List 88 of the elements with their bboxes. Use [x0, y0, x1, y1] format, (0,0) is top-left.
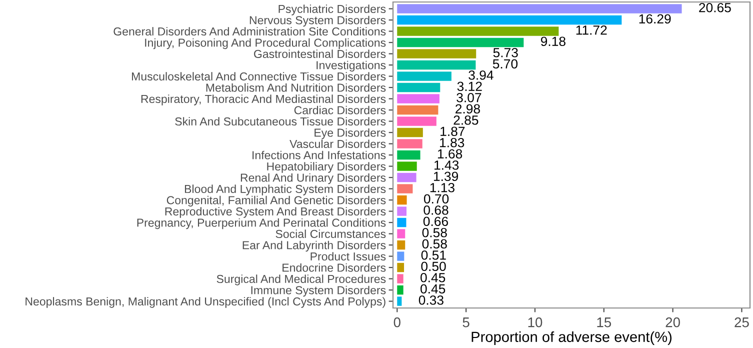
y-tick-label: Social Circumstances [276, 230, 386, 238]
data-label: 0.68 [424, 205, 448, 215]
x-axis-title: Proportion of adverse event(%) [472, 331, 672, 345]
data-label: 1.13 [430, 182, 454, 192]
bar [397, 116, 436, 126]
bar [397, 184, 413, 194]
data-label: 0.50 [421, 262, 446, 272]
y-tick-label: Nervous System Disorders [250, 16, 386, 27]
y-tick-label: Investigations [316, 60, 386, 72]
data-label: 1.83 [440, 138, 464, 148]
y-tick-label: Reproductive System And Breast Disorders [165, 207, 386, 218]
y-tick-label: Gastrointestinal Disorders [254, 50, 386, 58]
x-tick-label: 5 [462, 318, 470, 328]
data-label: 1.43 [434, 160, 459, 170]
y-tick-label: Product Issues [310, 252, 386, 261]
y-tick-label: Skin And Subcutaneous Tissue Disorders [175, 117, 386, 126]
data-label: 2.98 [456, 104, 480, 114]
y-tick-label: Eye Disorders [314, 128, 386, 140]
bar [397, 94, 440, 104]
bar [397, 296, 402, 306]
data-label: 9.18 [540, 36, 566, 46]
bar [397, 240, 406, 250]
data-label: 1.87 [440, 126, 465, 136]
y-tick-label: Injury, Poisoning And Procedural Complications [145, 38, 386, 50]
data-label: 3.07 [456, 92, 482, 102]
x-tick-label: 25 [734, 317, 749, 328]
y-tick-label: Blood And Lymphatic System Disorders [184, 184, 386, 196]
data-label: 0.45 [420, 284, 446, 294]
data-label: 0.45 [420, 272, 446, 282]
data-label: 0.33 [418, 295, 444, 305]
y-tick-label: Neoplasms Benign, Malignant And Unspecified (Incl Cysts And Polyps) [26, 297, 386, 308]
bar [397, 15, 622, 25]
bar [397, 82, 440, 92]
data-label: 0.66 [423, 216, 448, 226]
bar [397, 172, 416, 182]
bar [397, 206, 407, 216]
bar [397, 229, 406, 238]
y-tick-label: Metabolism And Nutrition Disorders [206, 83, 386, 92]
y-tick-label: Respiratory, Thoracic And Mediastinal Disorders [141, 94, 386, 106]
bar [397, 60, 476, 70]
y-tick-label: Congenital, Familial And Genetic Disorders [166, 196, 386, 207]
bar [397, 262, 404, 272]
data-label: 2.85 [454, 115, 478, 125]
bar [397, 4, 682, 14]
y-tick-label: Psychiatric Disorders [278, 4, 386, 16]
y-tick-label: Infections And Infestations [252, 150, 386, 160]
data-label: 0.70 [424, 194, 449, 204]
data-label: 11.72 [576, 25, 607, 35]
bar [397, 285, 404, 295]
y-tick-label: Ear And Labyrinth Disorders [242, 240, 386, 252]
data-label: 3.12 [457, 82, 482, 92]
data-label: 5.70 [492, 59, 518, 69]
bar [397, 162, 417, 171]
data-label: 1.68 [438, 149, 462, 159]
y-tick-label: Immune System Disorders [251, 286, 386, 297]
bar [397, 105, 438, 115]
bar [397, 49, 476, 58]
y-tick-label: Hepatobiliary Disorders [267, 162, 386, 173]
y-tick-label: Surgical And Medical Procedures [216, 274, 386, 286]
y-tick-label: General Disorders And Administration Site Conditions [114, 27, 386, 36]
data-label: 3.94 [468, 70, 494, 80]
y-tick-label: Musculoskeletal And Connective Tissue Disorders [132, 72, 386, 81]
bar [397, 139, 422, 148]
data-label: 1.39 [434, 172, 458, 182]
data-label: 5.73 [493, 48, 518, 58]
y-tick-label: Endocrine Disorders [282, 263, 386, 272]
data-label: 0.51 [421, 250, 446, 260]
bar [397, 218, 406, 228]
y-tick-label: Vascular Disorders [290, 140, 386, 148]
x-tick-label: 0 [394, 317, 400, 328]
x-tick-label: 20 [666, 317, 680, 328]
data-label: 0.58 [422, 228, 447, 238]
bar [397, 72, 452, 81]
data-label: 0.58 [422, 239, 447, 249]
x-tick-label: 15 [597, 318, 612, 328]
data-label: 20.65 [699, 2, 731, 12]
bar [397, 26, 559, 36]
bar [397, 150, 420, 160]
bar [397, 195, 407, 205]
y-tick-label: Renal And Urinary Disorders [240, 173, 386, 184]
data-label: 16.29 [639, 14, 671, 24]
x-tick-label: 10 [528, 317, 542, 328]
y-tick-label: Cardiac Disorders [294, 106, 386, 114]
bar [397, 128, 423, 138]
bar [397, 252, 404, 261]
y-tick-label: Pregnancy, Puerperium And Perinatal Conditions [137, 218, 386, 230]
bar [397, 38, 524, 48]
bar [397, 274, 404, 284]
